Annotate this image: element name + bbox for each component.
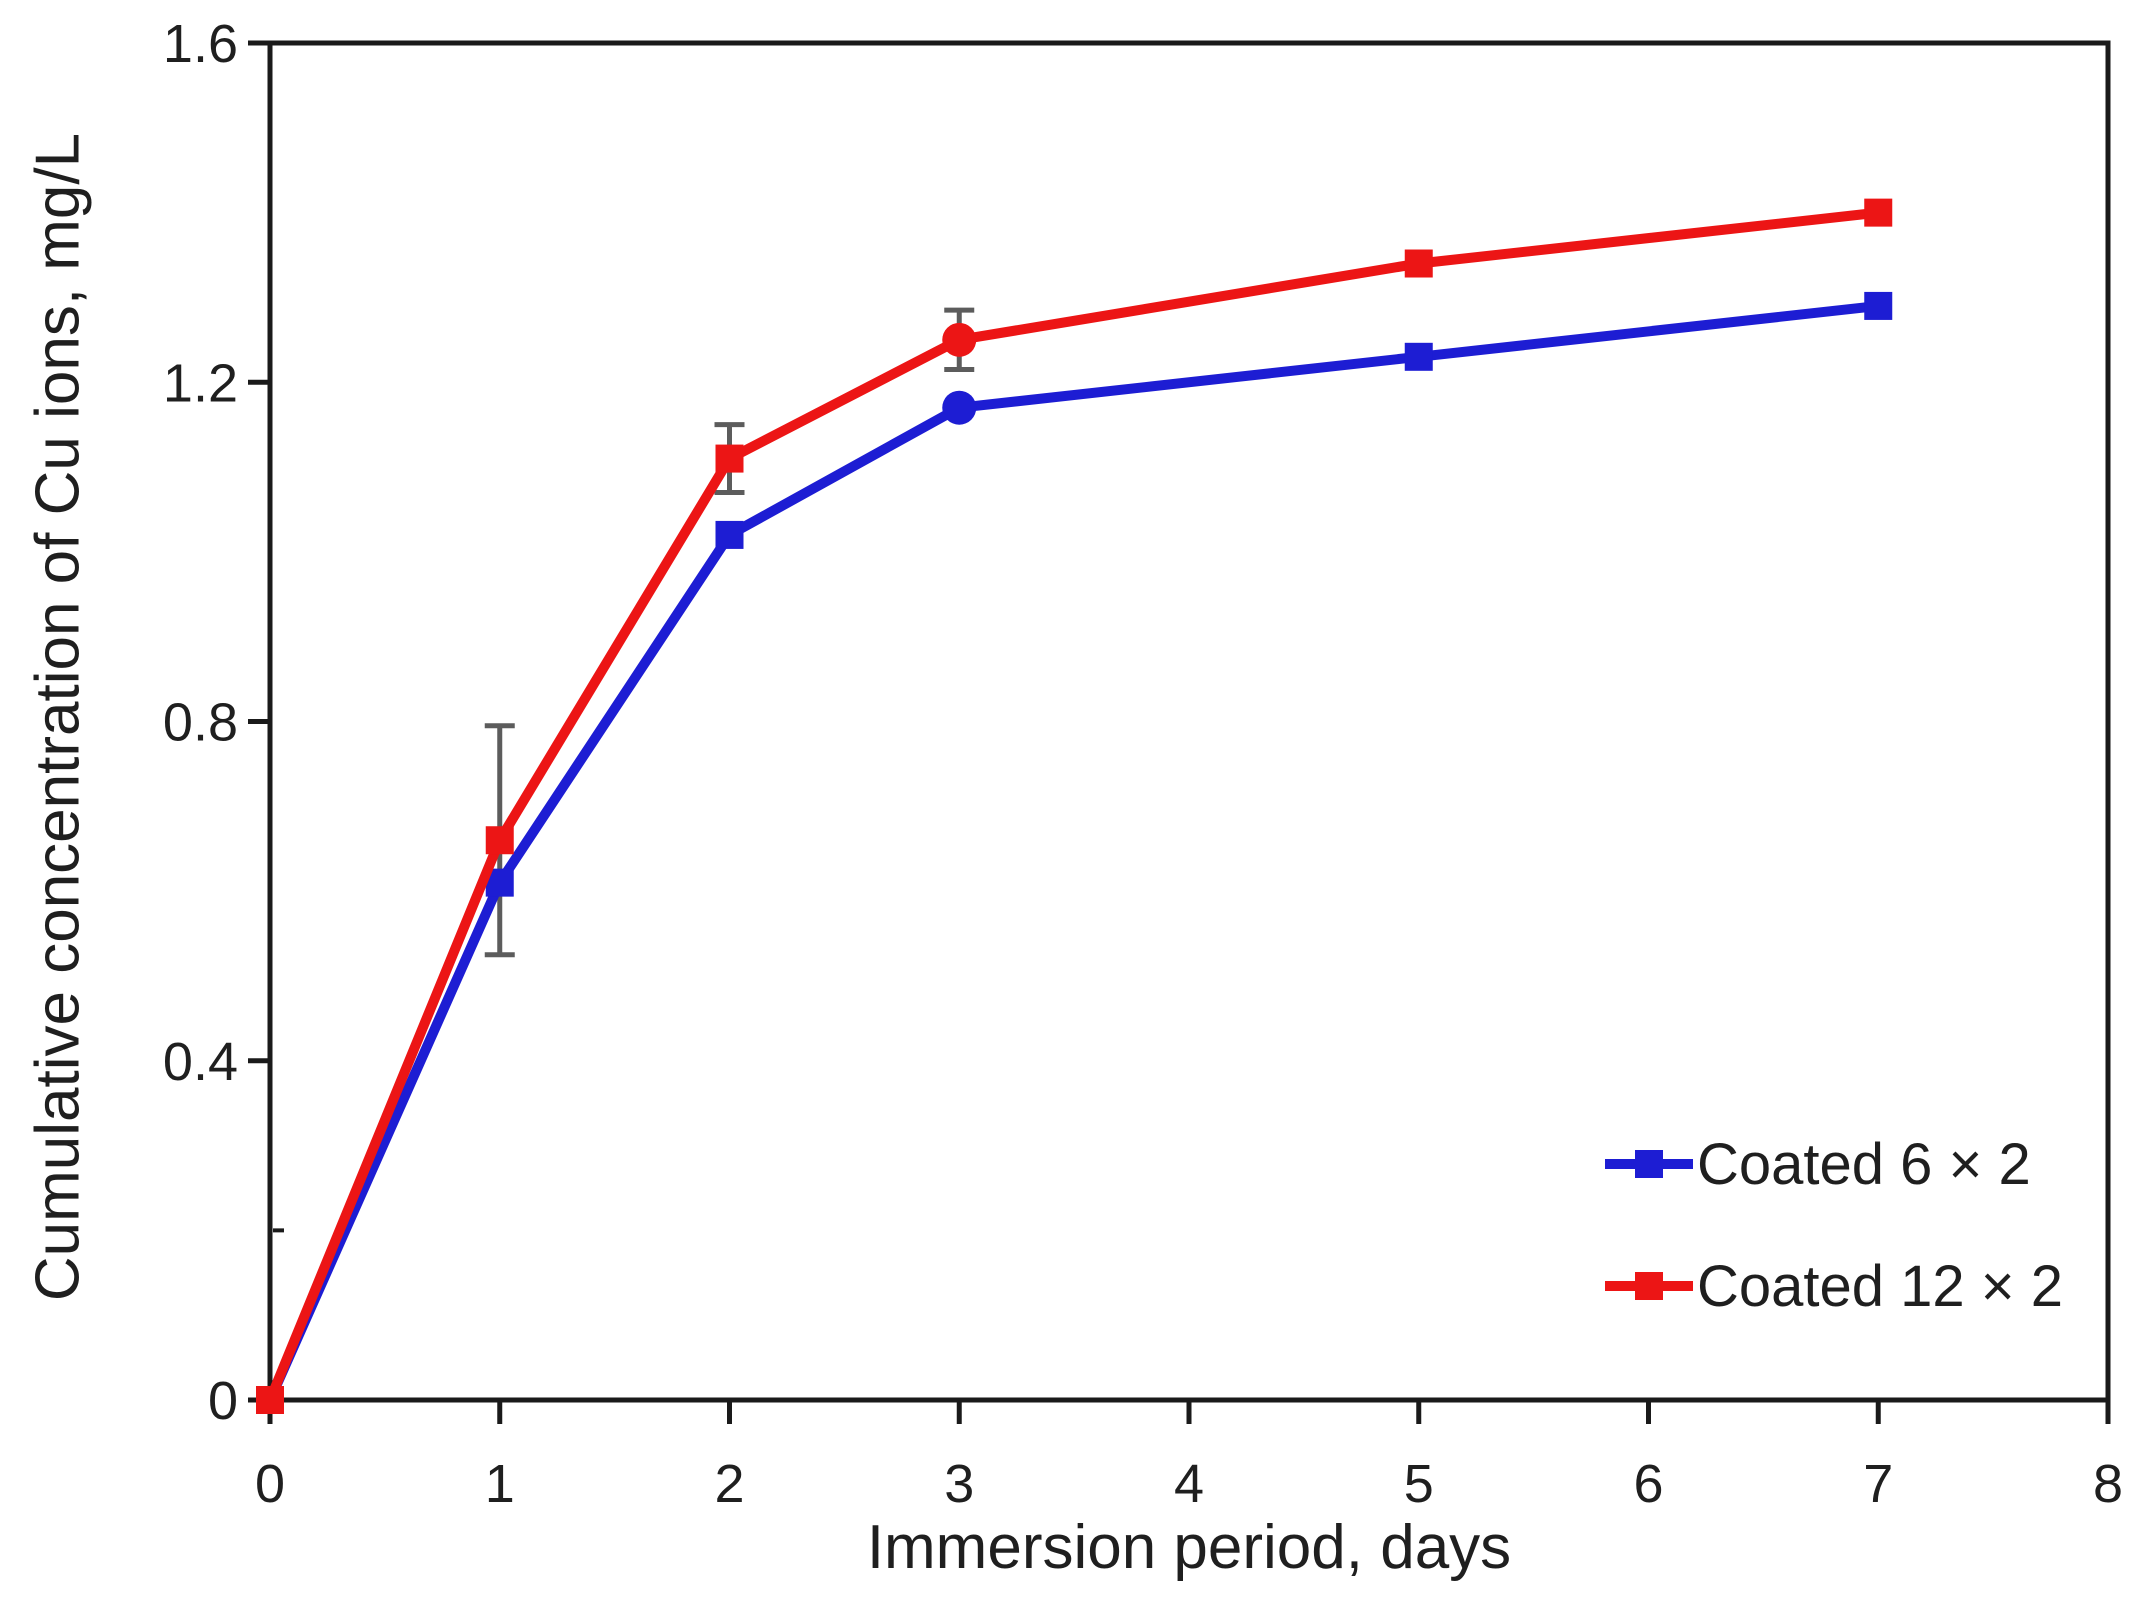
legend-marker-icon: [1605, 1150, 1693, 1178]
y-tick-label: 0.4: [163, 1032, 238, 1092]
data-point-marker: [485, 826, 514, 855]
y-tick-label: 0: [208, 1371, 238, 1431]
x-axis-title: Immersion period, days: [866, 1513, 1512, 1582]
y-axis-title: Cumulative concentration of Cu ions, mg/…: [23, 132, 93, 1302]
x-tick-label: 5: [1404, 1454, 1434, 1514]
data-point-marker: [256, 1386, 284, 1414]
legend-item: Coated 6 × 2: [1605, 1126, 2063, 1202]
data-point-marker: [942, 322, 977, 357]
x-tick-label: 3: [944, 1454, 974, 1514]
legend: Coated 6 × 2 Coated 12 × 2: [1605, 1126, 2063, 1370]
x-tick-label: 4: [1174, 1454, 1204, 1514]
x-tick-label: 2: [714, 1454, 744, 1514]
legend-square-icon: [1635, 1272, 1663, 1300]
x-tick-label: 6: [1633, 1454, 1663, 1514]
y-tick-label: 1.2: [163, 353, 238, 413]
plot-frame: [267, 40, 2111, 1403]
legend-label: Coated 12 × 2: [1697, 1253, 2064, 1319]
data-point-marker: [1864, 291, 1893, 320]
series-line: [265, 300, 1884, 1405]
legend-square-icon: [1635, 1150, 1663, 1178]
data-point-marker: [715, 520, 744, 549]
y-tick-label: 1.6: [163, 14, 238, 74]
series-line: [265, 207, 1884, 1405]
legend-item: Coated 12 × 2: [1605, 1248, 2063, 1324]
data-point-marker: [715, 444, 744, 473]
data-point-marker: [1404, 342, 1433, 371]
x-tick-label: 0: [255, 1454, 285, 1514]
legend-marker-icon: [1605, 1272, 1693, 1300]
x-tick-label: 7: [1863, 1454, 1893, 1514]
data-point-marker: [942, 390, 977, 425]
x-tick-label: 8: [2093, 1454, 2123, 1514]
data-point-marker: [1404, 249, 1433, 278]
x-tick-label: 1: [485, 1454, 515, 1514]
legend-label: Coated 6 × 2: [1697, 1131, 2031, 1197]
data-point-marker: [1864, 198, 1893, 227]
y-tick-label: 0.8: [163, 693, 238, 753]
